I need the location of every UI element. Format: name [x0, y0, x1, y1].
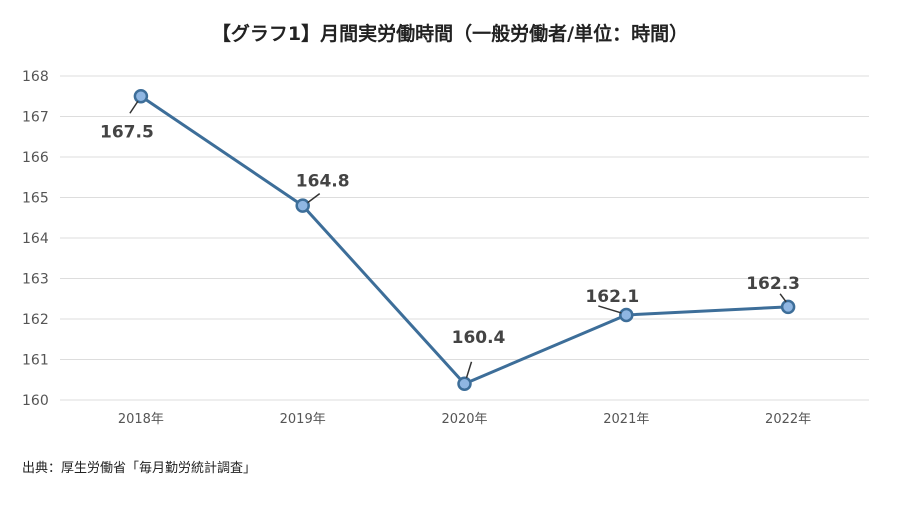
chart-title: 【グラフ1】月間実労働時間（一般労働者/単位：時間）: [211, 23, 689, 45]
y-tick-label: 164: [22, 231, 49, 247]
data-label: 162.1: [585, 287, 639, 307]
source-note: 出典：厚生労働省「毎月勤労統計調査」: [22, 461, 257, 476]
axis-labels: 160 161 162 163 164 165 166 167 168 2018年 2019年 202…: [22, 69, 811, 427]
label-leader-line: [598, 305, 622, 314]
x-tick-label: 2022年: [765, 412, 811, 427]
x-tick-label: 2021年: [603, 412, 649, 427]
data-point: [133, 89, 149, 104]
y-tick-label: 166: [22, 150, 49, 166]
y-tick-label: 163: [22, 272, 49, 288]
y-tick-label: 165: [22, 191, 49, 207]
data-label: 160.4: [452, 328, 506, 348]
x-tick-label: 2020年: [441, 412, 487, 427]
data-point: [619, 307, 634, 323]
y-tick-label: 162: [22, 312, 49, 328]
data-point: [780, 299, 796, 315]
gridlines: [60, 75, 869, 401]
data-point: [295, 198, 310, 213]
data-labels: 167.5 164.8 160.4 162.1 162.3: [100, 100, 800, 379]
x-tick-label: 2019年: [280, 412, 326, 427]
data-label: 162.3: [746, 274, 800, 294]
label-leader-line: [465, 361, 473, 379]
x-tick-label: 2018年: [118, 412, 164, 427]
y-tick-label: 160: [22, 393, 49, 409]
y-tick-label: 167: [22, 110, 49, 126]
label-leader-line: [779, 293, 787, 303]
data-label: 164.8: [296, 172, 350, 192]
data-point: [457, 376, 472, 392]
y-tick-label: 168: [22, 69, 49, 85]
series-hours: [133, 89, 796, 392]
label-leader-line: [129, 100, 139, 114]
data-label: 167.5: [100, 122, 154, 142]
y-tick-label: 161: [22, 353, 49, 369]
label-leader-line: [307, 193, 321, 204]
